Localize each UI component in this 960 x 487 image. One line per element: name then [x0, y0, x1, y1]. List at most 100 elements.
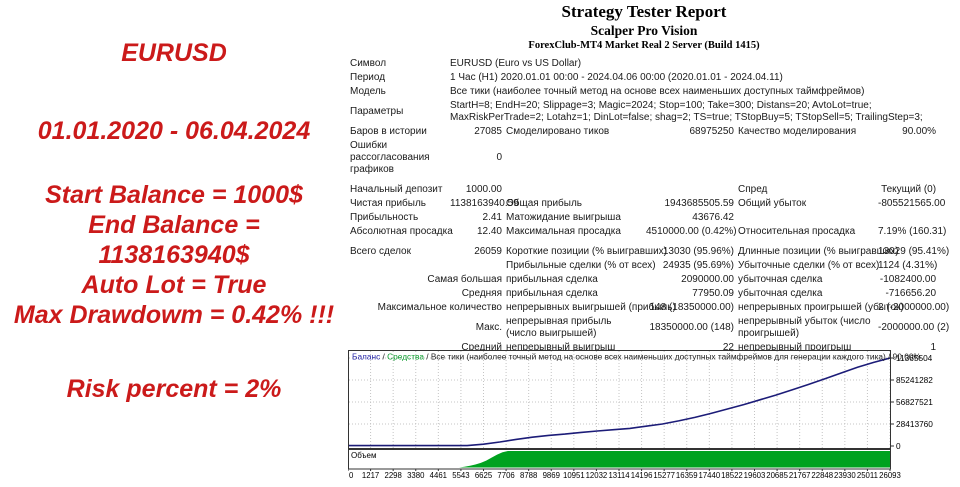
x-tick-label: 26093: [879, 471, 901, 480]
report-cell: Максимальное количество: [377, 302, 502, 313]
x-tick-label: 18522: [721, 471, 743, 480]
report-cell: 0: [496, 152, 502, 163]
report-cell: 1 Час (H1) 2020.01.01 00:00 - 2024.04.06…: [450, 72, 783, 83]
chart-legend: Баланс / Средства / Все тики (наиболее т…: [352, 352, 921, 362]
report-cell: -1082400.00: [879, 274, 937, 285]
report-cell: непрерывных выигрышей (прибыль): [506, 302, 676, 313]
report-cell: StartH=8; EndH=20; Slippage=3; Magic=202…: [450, 100, 923, 123]
x-tick-label: 19603: [744, 471, 766, 480]
report-title: Strategy Tester Report: [561, 2, 727, 21]
table-row: Модель Все тики (наиболее точный метод на…: [348, 85, 938, 99]
x-tick-label: 5543: [452, 471, 469, 480]
report-table: Символ EURUSD (Euro vs US Dollar) Период 1 …: [348, 57, 950, 355]
report-cell: непрерывный выигрыш: [506, 342, 616, 353]
report-cell: 1943685505.59: [664, 198, 734, 209]
x-tick-label: 23930: [834, 471, 856, 480]
x-tick-label: 4461: [430, 471, 447, 480]
annotation-panel: EURUSD 01.01.2020 - 06.04.2024 Start Balan…: [0, 0, 348, 404]
report-cell: 18350000.00 (148): [649, 322, 734, 333]
report-cell: Средняя: [461, 288, 502, 299]
report-cell: -805521565.00: [878, 198, 946, 209]
report-cell: Баров в истории: [350, 126, 427, 137]
report-cell: 1124 (4.31%): [878, 260, 938, 271]
report-cell: Символ: [350, 58, 387, 69]
report-cell: Текущий (0): [881, 184, 937, 195]
report-cell: Все тики (наиболее точный метод на основ…: [450, 86, 865, 97]
report-cell: убыточная сделка: [738, 274, 823, 285]
table-row: Максимальное количество непрерывных выигр…: [348, 301, 950, 315]
report-cell: Спред: [738, 184, 768, 195]
balance-line: [348, 357, 891, 447]
report-cell: 148 (18350000.00): [649, 302, 734, 313]
x-tick-label: 10951: [563, 471, 585, 480]
y-tick-label: 11365504: [896, 353, 933, 363]
report-cell: убыточная сделка: [738, 288, 823, 299]
report-cell: 13030 (95.96%): [662, 246, 734, 257]
x-tick-label: 22848: [811, 471, 833, 480]
annotation-line: Start Balance = 1000$: [45, 181, 303, 209]
table-row: Средняя прибыльная сделка 77950.09 убыточна…: [348, 287, 938, 301]
report-table-body: Символ EURUSD (Euro vs US Dollar) Период 1 …: [348, 57, 950, 355]
x-tick-label: 7706: [497, 471, 514, 480]
report-cell: EURUSD (Euro vs US Dollar): [450, 58, 582, 69]
table-row: Прибыльность 2.41 Матожидание выигрыша 4367…: [348, 211, 938, 225]
report-cell: Самая большая: [427, 274, 502, 285]
report-cell: [504, 139, 938, 177]
report-cell: непрерывная прибыль (число выигрышей): [506, 316, 612, 339]
report-cell: Прибыльность: [350, 212, 419, 223]
report-cell: Длинные позиции (% выигравших): [738, 246, 899, 257]
x-tick-label: 21767: [789, 471, 811, 480]
report-cell: прибыльная сделка: [506, 288, 598, 299]
report-cell: 77950.09: [692, 288, 734, 299]
volume-label: Объем: [351, 451, 377, 460]
report-cell: Модель: [350, 86, 386, 97]
annotation-line: EURUSD: [121, 39, 227, 67]
table-row: Символ EURUSD (Euro vs US Dollar): [348, 57, 938, 71]
x-tick-label: 0: [349, 471, 354, 480]
report-cell: 12.40: [476, 226, 502, 237]
report-cell: 4510000.00 (0.42%): [646, 226, 737, 237]
report-server: ForexClub-MT4 Market Real 2 Server (Buil…: [528, 40, 760, 51]
x-tick-label: 25011: [857, 471, 878, 480]
report-cell: непрерывный убыток (число проигрышей): [738, 316, 871, 339]
x-tick-label: 16359: [676, 471, 698, 480]
report-cell: Макс.: [475, 322, 502, 333]
report-cell: Общий убыток: [738, 198, 807, 209]
report-cell: [736, 211, 938, 225]
report-cell: Максимальная просадка: [506, 226, 621, 237]
report-cell: Короткие позиции (% выигравших): [506, 246, 667, 257]
table-row: Ошибки рассогласования графиков 0: [348, 139, 938, 177]
report-cell: 90.00%: [902, 126, 937, 137]
annotation-group: Risk percent = 2%: [0, 374, 348, 404]
report-cell: Чистая прибыль: [350, 198, 426, 209]
balance-chart: Объем Баланс / Средства / Все тики (наибо…: [347, 350, 960, 482]
x-tick-label: 15277: [653, 471, 675, 480]
annotation-line: 1138163940$: [98, 241, 250, 269]
report-cell: Период: [350, 72, 386, 83]
table-row: Период 1 Час (H1) 2020.01.01 00:00 - 2024…: [348, 71, 938, 85]
balance-pane-border: [348, 350, 891, 449]
table-row: Чистая прибыль 1138163940.59 Общая прибыль…: [348, 197, 946, 211]
annotation-line: Auto Lot = True: [81, 271, 267, 299]
report-cell: Убыточные сделки (% от всех): [738, 260, 880, 271]
report-cell: Всего сделок: [350, 246, 411, 257]
table-row: Прибыльные сделки (% от всех) 24935 (95.6…: [348, 259, 938, 273]
table-row: Абсолютная просадка 12.40 Максимальная про…: [348, 225, 947, 239]
annotation-line: Risk percent = 2%: [66, 375, 282, 403]
x-tick-label: 6625: [475, 471, 493, 480]
y-tick-label: 56827521: [896, 397, 933, 407]
report-header: Strategy Tester Report Scalper Pro Visio…: [348, 2, 940, 52]
table-row: Самая большая прибыльная сделка 2090000.00…: [348, 273, 938, 287]
report-subtitle: Scalper Pro Vision: [590, 23, 698, 38]
report-cell: 7.19% (160.31): [878, 226, 947, 237]
report-cell: 27085: [474, 126, 502, 137]
report-cell: -716656.20: [885, 288, 937, 299]
balance-chart-svg: Объем Баланс / Средства / Все тики (наибо…: [347, 350, 933, 480]
report-cell: 1: [930, 342, 937, 353]
report-cell: Средний: [461, 342, 502, 353]
report-cell: Относительная просадка: [738, 226, 856, 237]
report-cell: 1138163940.59: [450, 198, 519, 209]
x-tick-label: 13114: [608, 471, 630, 480]
report-cell: [504, 183, 736, 197]
x-tick-label: 8788: [520, 471, 537, 480]
